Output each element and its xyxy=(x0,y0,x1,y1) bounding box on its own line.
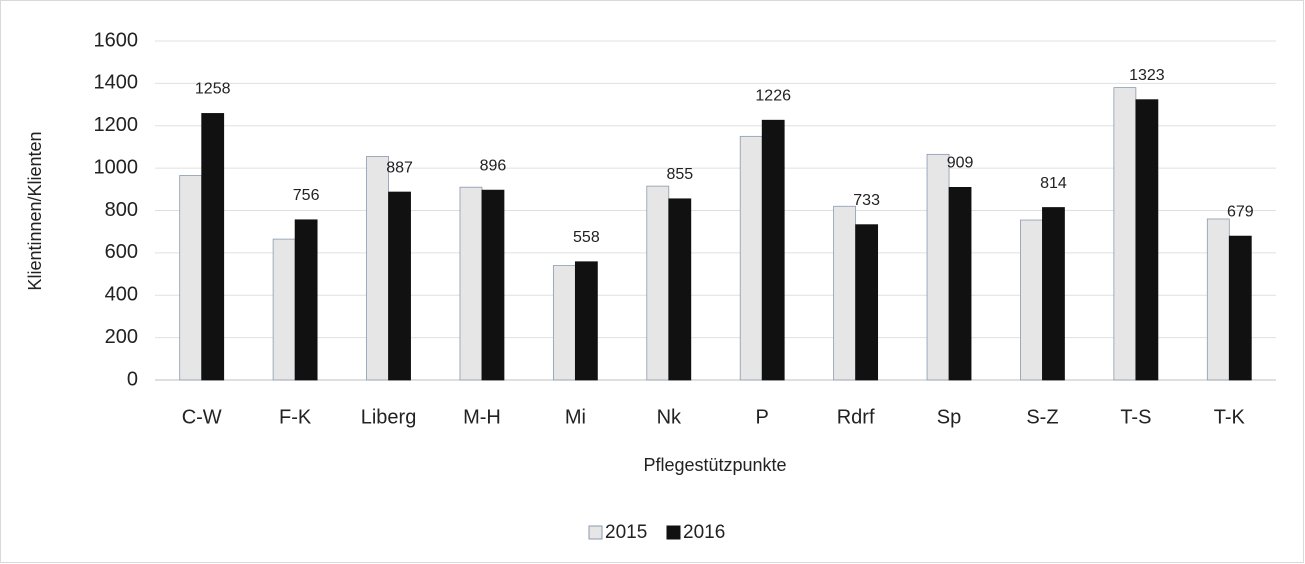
x-tick-label: S-Z xyxy=(1026,406,1058,428)
y-axis-title: Klientinnen/Klienten xyxy=(25,131,45,290)
bar xyxy=(1135,99,1159,381)
x-tick-label: Nk xyxy=(657,406,682,428)
x-tick-label: T-S xyxy=(1120,406,1151,428)
x-tick-label: C-W xyxy=(182,406,222,428)
bar xyxy=(574,261,598,381)
bar xyxy=(926,153,950,381)
bar xyxy=(388,191,411,381)
x-axis-title: Pflegestützpunkte xyxy=(643,455,786,475)
data-label: 1258 xyxy=(195,81,231,98)
data-label: 855 xyxy=(666,166,693,183)
bar xyxy=(1206,218,1230,381)
bar xyxy=(481,189,505,381)
bar xyxy=(366,156,389,381)
bar xyxy=(272,238,296,381)
bar xyxy=(646,185,670,381)
bar xyxy=(552,265,576,381)
bar xyxy=(668,198,692,381)
x-tick-label: Sp xyxy=(937,406,961,428)
data-label: 733 xyxy=(853,192,880,209)
y-tick-label: 200 xyxy=(105,326,138,348)
y-tick-label: 1000 xyxy=(94,156,139,178)
data-label: 756 xyxy=(293,187,320,204)
legend-swatch xyxy=(588,525,603,540)
x-tick-label: M-H xyxy=(463,406,501,428)
bar xyxy=(1228,235,1252,381)
y-tick-label: 600 xyxy=(105,241,138,263)
bar xyxy=(855,224,879,381)
y-tick-label: 1600 xyxy=(94,29,139,51)
legend-label: 2015 xyxy=(605,522,647,543)
x-tick-label: P xyxy=(756,406,769,428)
x-tick-label: Mi xyxy=(565,406,586,428)
x-tick-label: T-K xyxy=(1214,406,1246,428)
bar xyxy=(1020,219,1043,381)
x-tick-label: Rdrf xyxy=(837,406,875,428)
bar xyxy=(833,205,857,381)
bar xyxy=(459,186,483,381)
y-tick-label: 400 xyxy=(105,284,138,306)
data-label: 909 xyxy=(947,155,974,172)
y-tick-label: 1400 xyxy=(94,72,139,94)
data-label: 1323 xyxy=(1129,67,1165,84)
y-tick-label: 1200 xyxy=(94,114,139,136)
bar xyxy=(294,219,318,381)
y-tick-label: 0 xyxy=(127,368,138,390)
data-label: 679 xyxy=(1227,203,1254,220)
data-label: 814 xyxy=(1040,175,1067,192)
x-tick-label: Liberg xyxy=(361,406,417,428)
bar xyxy=(948,187,972,381)
bar xyxy=(739,135,763,381)
bar xyxy=(201,113,225,381)
data-label: 896 xyxy=(480,157,507,174)
data-label: 558 xyxy=(573,229,600,246)
x-tick-label: F-K xyxy=(279,406,312,428)
y-tick-label: 800 xyxy=(105,199,138,221)
legend-label: 2016 xyxy=(683,522,725,543)
bar xyxy=(761,119,785,381)
data-label: 1226 xyxy=(755,87,791,104)
bar xyxy=(1113,87,1137,381)
bar xyxy=(1042,207,1065,381)
bar xyxy=(179,175,203,381)
data-label: 887 xyxy=(386,159,413,176)
legend-swatch xyxy=(666,525,681,540)
